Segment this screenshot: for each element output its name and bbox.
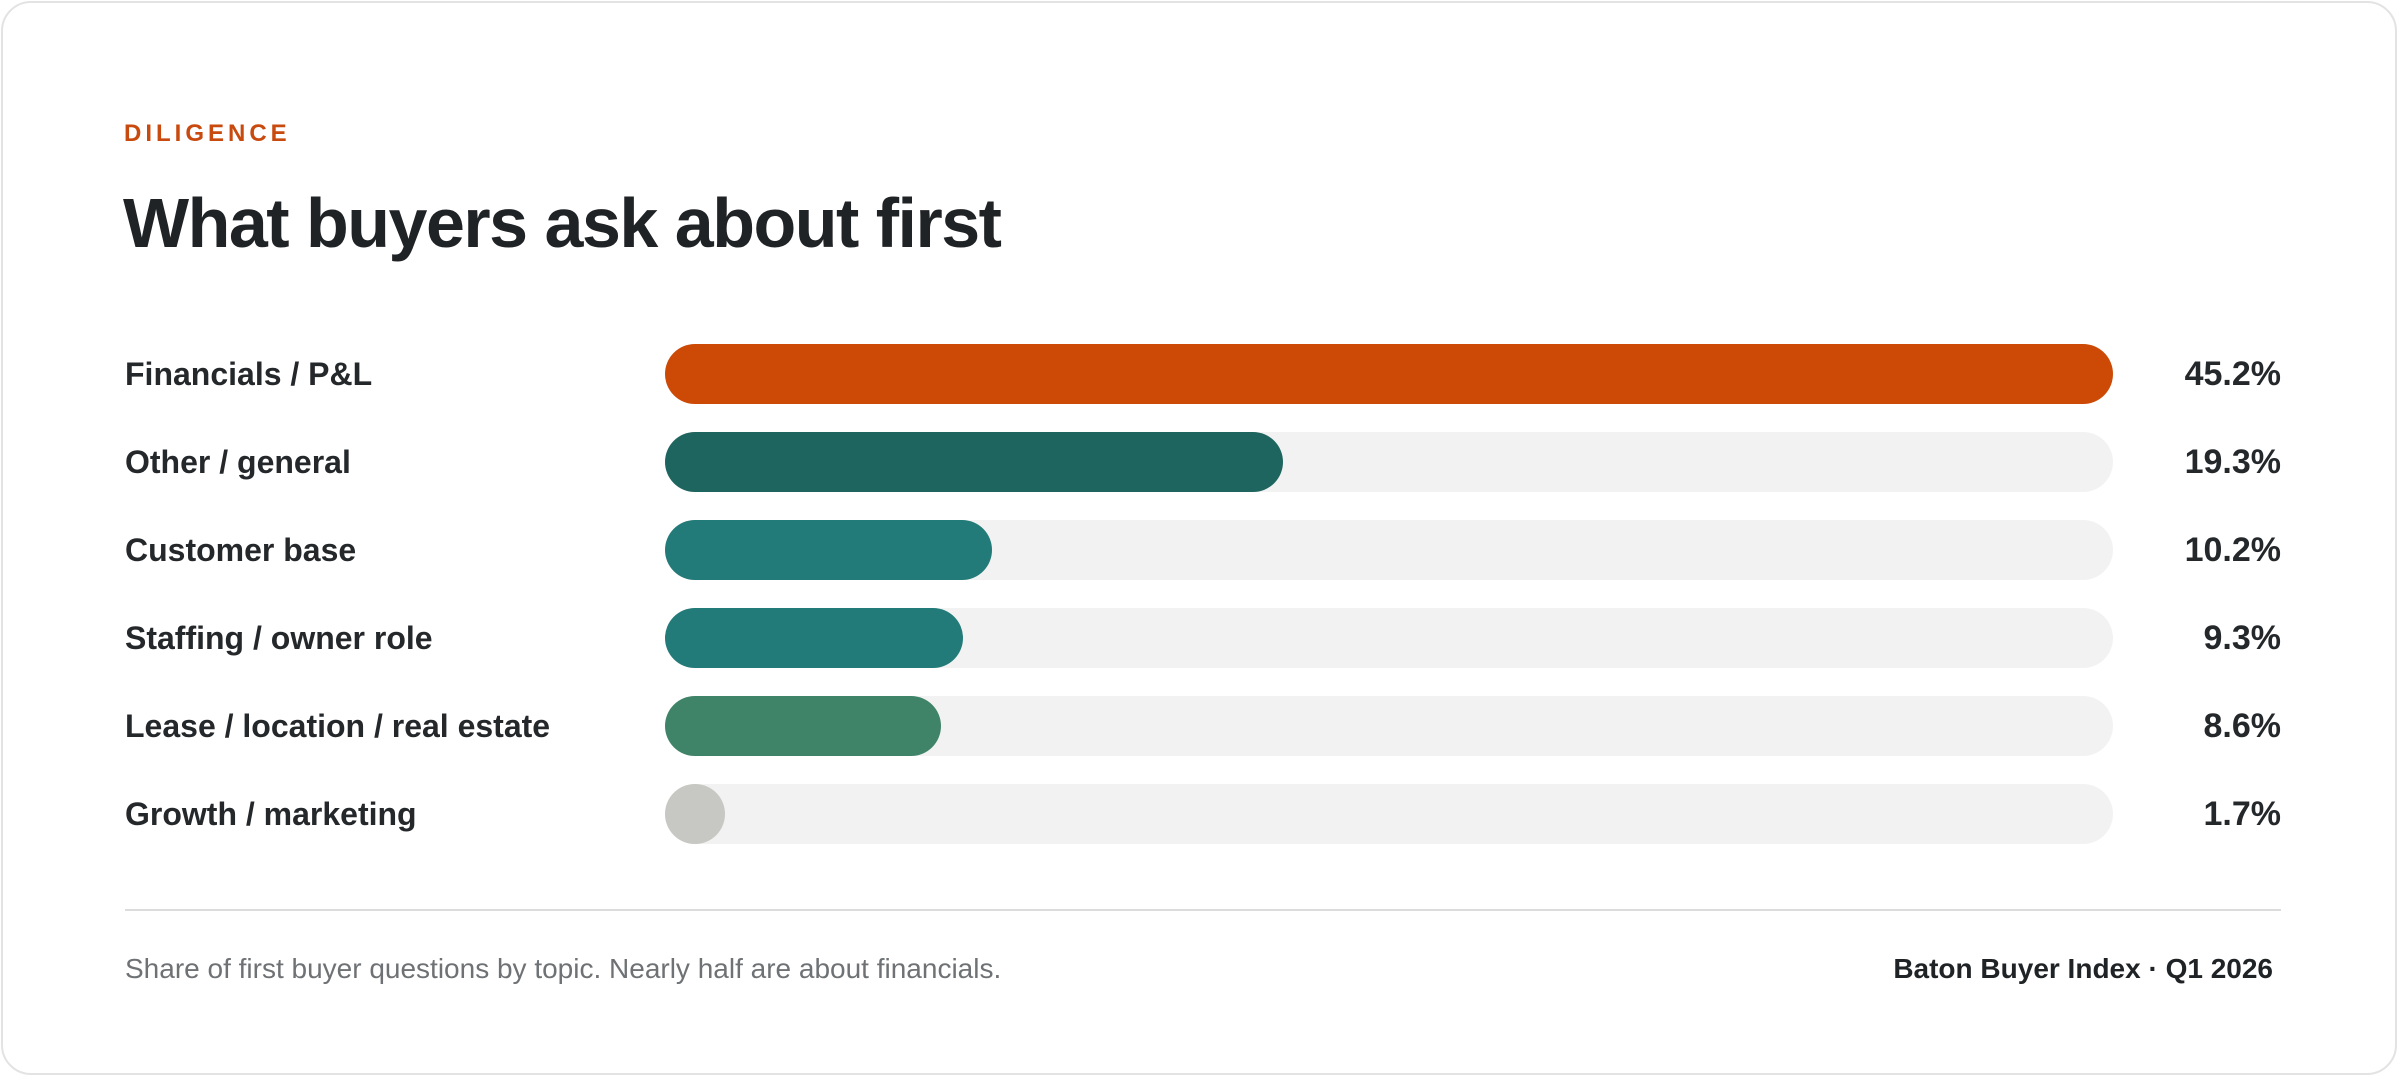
bar-value-label: 10.2% bbox=[2184, 531, 2281, 569]
bar-value-label: 45.2% bbox=[2184, 355, 2281, 393]
bar-chart: Financials / P&L 45.2% Other / general 19.3… bbox=[3, 3, 2400, 1081]
chart-title: What buyers ask about first bbox=[123, 184, 1002, 262]
bar-label: Customer base bbox=[125, 532, 357, 568]
bar bbox=[665, 344, 2113, 404]
footer-divider bbox=[125, 909, 2281, 911]
bar-value-label: 9.3% bbox=[2203, 619, 2282, 657]
eyebrow-label: DILIGENCE bbox=[124, 120, 291, 147]
bar-track bbox=[665, 696, 2113, 756]
bar-label: Staffing / owner role bbox=[125, 620, 433, 656]
bar-label: Financials / P&L bbox=[125, 356, 373, 392]
bar-track bbox=[665, 520, 2113, 580]
bar-value-label: 1.7% bbox=[2203, 795, 2282, 833]
bar-label: Lease / location / real estate bbox=[125, 708, 551, 744]
bar-track bbox=[665, 344, 2113, 404]
bar-value-label: 19.3% bbox=[2184, 443, 2281, 481]
bar bbox=[665, 432, 1284, 492]
bar bbox=[665, 784, 725, 844]
bar bbox=[665, 696, 941, 756]
bar-label: Other / general bbox=[125, 444, 351, 480]
bar-track bbox=[665, 784, 2113, 844]
bar bbox=[665, 520, 992, 580]
bar bbox=[665, 608, 963, 668]
chart-source: Baton Buyer Index · Q1 2026 bbox=[1893, 953, 2273, 984]
bar-value-label: 8.6% bbox=[2203, 707, 2282, 745]
chart-caption: Share of first buyer questions by topic.… bbox=[125, 953, 1002, 984]
bar-track bbox=[665, 608, 2113, 668]
bar-label: Growth / marketing bbox=[125, 796, 417, 832]
bar-track bbox=[665, 432, 2113, 492]
